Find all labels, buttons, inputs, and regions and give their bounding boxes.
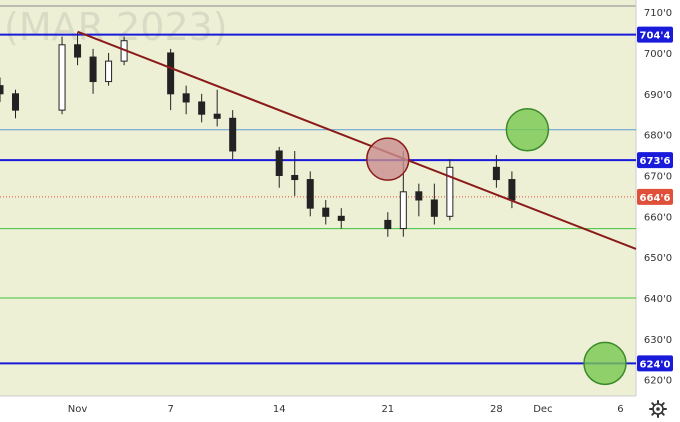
time-tick-3: 21	[381, 404, 394, 415]
price-tick-3: 680'0	[644, 131, 672, 142]
price-tick-5: 660'0	[644, 212, 672, 223]
price-tick-0: 710'0	[644, 8, 672, 19]
time-tick-4: 28	[490, 404, 503, 415]
trendline	[77, 30, 637, 250]
candle-body-10	[213, 113, 221, 119]
time-tick-2: 14	[273, 404, 286, 415]
candle-body-16	[337, 215, 345, 221]
level-label-bg-2	[637, 355, 673, 372]
level-label-1: 673'6	[640, 156, 671, 167]
time-tick-1: 7	[167, 404, 173, 415]
time-axis-ticks: Nov 7 14 21 28 Dec 6	[68, 404, 624, 415]
candle-body-21	[446, 166, 454, 217]
candle-body-5	[105, 60, 113, 83]
candle-body-0	[0, 85, 4, 95]
candle-body-4	[89, 56, 97, 83]
price-axis-labels: 704'4 673'6 624'0 664'6	[637, 26, 673, 372]
time-tick-6: 6	[617, 404, 623, 415]
price-tick-1: 700'0	[644, 49, 672, 60]
marker-circle-2	[583, 341, 627, 386]
candle-body-14	[306, 179, 314, 209]
candle-body-7	[167, 52, 175, 95]
candle-body-18	[399, 191, 407, 230]
candles	[0, 32, 516, 237]
candle-body-17	[384, 219, 392, 230]
marker-circle-1	[505, 107, 550, 152]
candle-body-3	[74, 44, 82, 58]
markers	[366, 107, 627, 386]
price-tick-8: 630'0	[644, 335, 672, 346]
candle-body-13	[291, 174, 299, 181]
candle-body-22	[492, 166, 500, 181]
last-price-label: 664'6	[640, 193, 671, 204]
price-tick-6: 650'0	[644, 253, 672, 264]
level-label-bg-1	[637, 152, 673, 169]
candle-body-20	[430, 199, 438, 217]
price-tick-7: 640'0	[644, 294, 672, 305]
level-label-bg-0	[637, 26, 673, 43]
price-tick-9: 620'0	[644, 376, 672, 387]
time-tick-5: Dec	[533, 404, 552, 415]
time-tick-0: Nov	[68, 404, 88, 415]
price-tick-2: 690'0	[644, 90, 672, 101]
candle-body-15	[322, 207, 330, 217]
level-label-0: 704'4	[640, 31, 671, 42]
candle-body-12	[275, 150, 283, 176]
candle-body-23	[508, 179, 516, 201]
candle-body-11	[229, 117, 237, 152]
symbol-watermark: (MAR 2023)	[4, 5, 228, 49]
trendline-group	[77, 30, 637, 250]
candle-body-8	[182, 93, 190, 103]
candle-body-9	[198, 101, 206, 115]
time-scale-background[interactable]	[0, 396, 636, 422]
candle-body-2	[58, 44, 66, 111]
level-label-2: 624'0	[640, 359, 671, 370]
price-scale-background[interactable]	[636, 0, 680, 422]
price-levels	[0, 33, 636, 365]
price-axis-ticks: 710'0 700'0 690'0 680'0 670'0 660'0 650'0 640'0…	[644, 8, 672, 387]
last-price-label-bg	[637, 188, 673, 205]
gear-icon[interactable]	[649, 400, 667, 418]
marker-circle-0	[366, 137, 410, 181]
candle-body-19	[415, 191, 423, 201]
candle-body-1	[12, 93, 20, 111]
price-tick-4: 670'0	[644, 171, 672, 182]
